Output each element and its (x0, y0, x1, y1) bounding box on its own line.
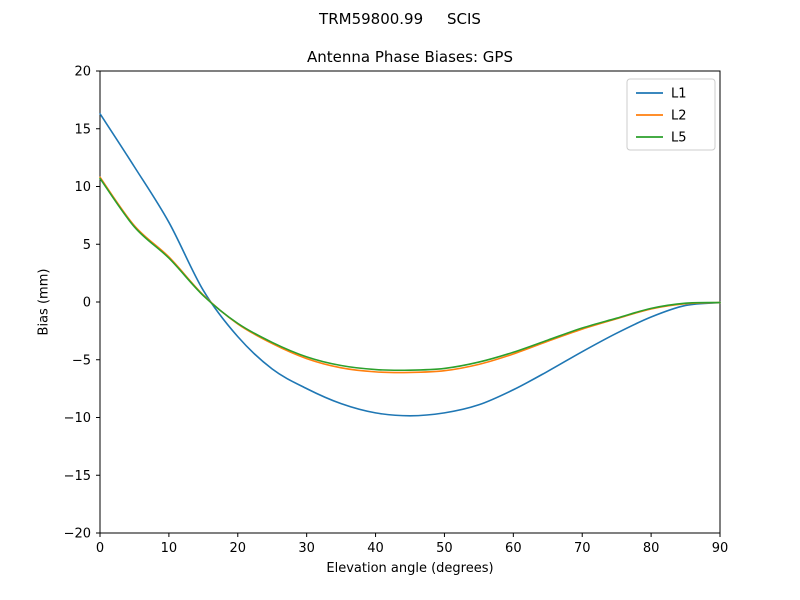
x-axis-ticks: 0 10 20 30 40 50 60 70 80 90 (96, 533, 728, 556)
figure-suptitle: TRM59800.99 SCIS (319, 10, 481, 28)
x-tick-label: 60 (505, 541, 522, 556)
x-tick-label: 80 (643, 541, 660, 556)
y-axis-label: Bias (mm) (36, 268, 52, 336)
series-line-L1 (99, 112, 721, 417)
y-tick-label: 15 (74, 122, 91, 137)
chart-title: Antenna Phase Biases: GPS (307, 48, 513, 66)
legend-label: L5 (671, 131, 687, 146)
series-line-L2 (99, 176, 721, 374)
legend: L1 L2 L5 (626, 78, 716, 151)
series-line-L5 (99, 177, 721, 372)
legend-entry-L1: L1 (636, 87, 687, 102)
y-tick-label: 5 (83, 238, 91, 253)
y-tick-label: 20 (74, 65, 91, 80)
x-tick-label: 40 (367, 541, 384, 556)
legend-label: L2 (671, 109, 687, 124)
y-tick-label: 0 (83, 296, 91, 311)
y-tick-label: −15 (64, 469, 91, 484)
x-tick-label: 70 (574, 541, 591, 556)
legend-entry-L2: L2 (636, 109, 687, 124)
x-tick-label: 50 (436, 541, 453, 556)
y-tick-label: −10 (64, 411, 91, 426)
x-tick-label: 0 (96, 541, 104, 556)
x-tick-label: 30 (298, 541, 315, 556)
x-tick-label: 90 (712, 541, 729, 556)
legend-box (626, 78, 716, 151)
x-axis-label: Elevation angle (degrees) (326, 561, 494, 576)
y-tick-label: −5 (72, 353, 91, 368)
y-tick-label: −20 (64, 527, 91, 542)
y-tick-label: 10 (74, 180, 91, 195)
y-axis-ticks: −20 −15 −10 −5 0 5 10 15 20 (64, 65, 100, 542)
x-tick-label: 20 (230, 541, 247, 556)
legend-entry-L5: L5 (636, 131, 687, 146)
legend-label: L1 (671, 87, 687, 102)
x-tick-label: 10 (161, 541, 178, 556)
